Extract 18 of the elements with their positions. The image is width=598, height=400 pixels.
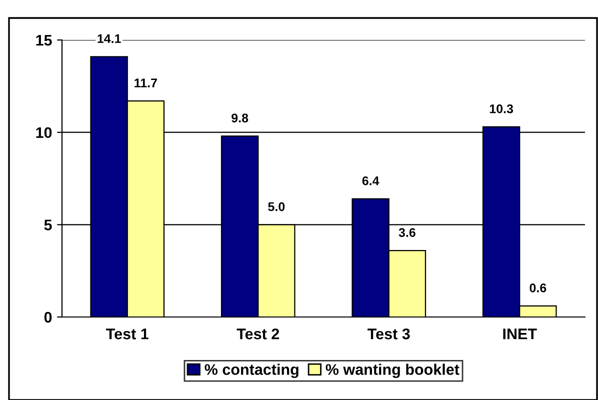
y-tick-label: 5 — [44, 220, 52, 230]
text: 14.1 — [98, 34, 121, 43]
y-tick-label: 15 — [36, 35, 52, 46]
text: 10.3 — [490, 104, 514, 114]
text: 0.6 — [530, 283, 546, 292]
x-tick-label: Test 2 — [236, 328, 280, 340]
x-tick-label: Test 1 — [106, 328, 148, 340]
legend-label: % contacting — [204, 364, 298, 378]
text: 3.6 — [398, 228, 416, 237]
text: 6.4 — [362, 176, 380, 186]
legend-label: % wanting booklet — [326, 364, 460, 378]
text: 11.7 — [134, 78, 157, 88]
y-tick-label: 0 — [44, 312, 52, 323]
text: 5.0 — [268, 202, 285, 212]
x-tick-label: INET — [503, 328, 537, 340]
text: 9.8 — [232, 114, 248, 122]
y-tick-label: 10 — [36, 127, 52, 138]
x-tick-label: Test 3 — [368, 328, 410, 340]
